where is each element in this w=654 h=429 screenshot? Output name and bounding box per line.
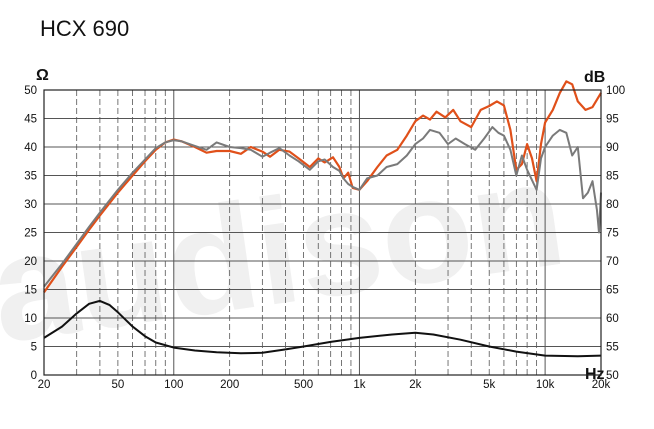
x-tick-label: 100 <box>164 379 183 391</box>
left-tick-label: 10 <box>24 313 37 325</box>
series-line-1 <box>43 126 602 288</box>
tick-labels: 0 5 10 15 20 25 30 35 40 45 50 50 55 60 65 70 75 80 85 90 95… <box>24 85 625 391</box>
left-tick-label: 15 <box>24 285 37 297</box>
x-tick-label: 20k <box>592 379 611 391</box>
right-tick-label: 100 <box>606 85 625 97</box>
left-tick-label: 45 <box>24 114 37 126</box>
plot-frame <box>43 89 602 376</box>
right-tick-label: 90 <box>606 142 619 154</box>
x-tick-label: 5k <box>483 379 495 391</box>
right-tick-label: 50 <box>606 370 619 382</box>
right-tick-label: 85 <box>606 171 619 183</box>
right-tick-label: 65 <box>606 285 619 297</box>
chart-title: HCX 690 <box>40 16 129 41</box>
left-tick-label: 20 <box>24 256 37 268</box>
x-tick-label: 50 <box>111 379 124 391</box>
x-tick-label: 200 <box>220 379 239 391</box>
watermark: audison <box>0 128 574 374</box>
left-tick-label: 30 <box>24 199 37 211</box>
left-tick-label: 0 <box>31 370 37 382</box>
right-tick-label: 60 <box>606 313 619 325</box>
left-tick-label: 25 <box>24 228 37 240</box>
x-tick-label: 500 <box>294 379 313 391</box>
series-line-2 <box>43 299 602 358</box>
left-tick-label: 5 <box>31 342 37 354</box>
left-tick-label: 40 <box>24 142 37 154</box>
left-axis-unit: Ω <box>36 67 49 84</box>
left-tick-label: 50 <box>24 85 37 97</box>
right-tick-label: 70 <box>606 256 619 268</box>
x-tick-label: 20 <box>38 379 51 391</box>
series-lines <box>43 80 602 358</box>
right-tick-label: 55 <box>606 342 619 354</box>
x-tick-label: 10k <box>536 379 555 391</box>
x-tick-label: 2k <box>409 379 421 391</box>
right-axis-unit: dB <box>584 69 605 86</box>
right-tick-label: 95 <box>606 114 619 126</box>
left-tick-label: 35 <box>24 171 37 183</box>
x-tick-label: 1k <box>353 379 365 391</box>
right-tick-label: 75 <box>606 228 619 240</box>
right-tick-label: 80 <box>606 199 619 211</box>
